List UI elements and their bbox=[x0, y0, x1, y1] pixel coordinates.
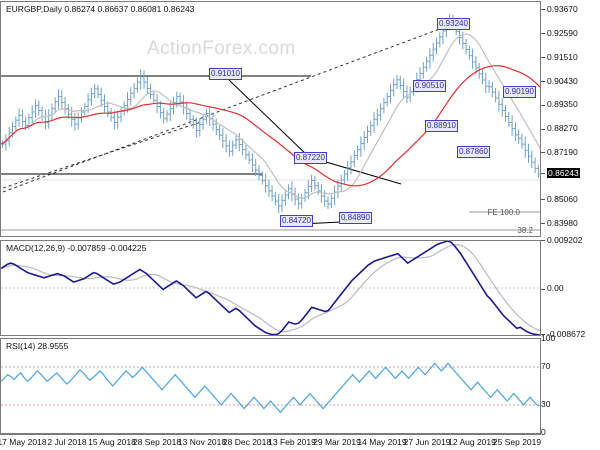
price-panel[interactable] bbox=[0, 1, 541, 237]
tick-dash bbox=[541, 173, 545, 175]
rsi-tick-label: 0 bbox=[541, 427, 546, 437]
price-tag-0-84890[interactable]: 0.84890 bbox=[339, 212, 372, 224]
date-tick: 14 May 2019 bbox=[357, 437, 407, 447]
macd-header: MACD(12,26,9) -0.007859 -0.004225 bbox=[6, 243, 147, 253]
macd-plot-area[interactable] bbox=[1, 241, 540, 335]
date-tick: 25 Sep 2019 bbox=[492, 437, 542, 447]
macd-tick-label: -0.008672 bbox=[547, 329, 586, 339]
rsi-tick: 30 bbox=[541, 399, 550, 409]
tick-dash bbox=[541, 104, 545, 106]
macd-tick-label: 0.009202 bbox=[547, 235, 583, 245]
date-axis-line bbox=[0, 434, 541, 435]
macd-tick: 0.00 bbox=[541, 283, 564, 293]
rsi-tick-label: 70 bbox=[541, 361, 551, 372]
date-tick: 28 Sep 2018 bbox=[132, 437, 182, 447]
tick-dash bbox=[541, 240, 545, 242]
macd-chart-svg bbox=[1, 241, 540, 335]
date-tick: 15 Aug 2018 bbox=[88, 437, 136, 447]
price-tick-label: 0.87190 bbox=[547, 147, 578, 158]
date-tick: 27 Jun 2019 bbox=[403, 437, 451, 447]
tick-dash bbox=[541, 152, 545, 154]
price-header: EURGBP,Daily 0.86274 0.86637 0.86081 0.8… bbox=[6, 4, 195, 14]
rsi-main-line bbox=[1, 362, 540, 414]
fib-annotation-38-2: 38.2 bbox=[517, 226, 533, 235]
watermark: ActionForex.com bbox=[147, 38, 296, 59]
rsi-chart-svg bbox=[1, 362, 540, 414]
price-tick: 0.83980 bbox=[541, 218, 578, 228]
date-tick: 12 Aug 2019 bbox=[448, 437, 496, 447]
ma-fast-line bbox=[1, 33, 540, 199]
price-tick-label: 0.83980 bbox=[547, 218, 578, 229]
price-tick: 0.92590 bbox=[541, 28, 578, 38]
date-tick: 29 Mar 2019 bbox=[313, 437, 361, 447]
rsi-plot-area[interactable] bbox=[1, 339, 540, 433]
price-tick-label: 0.85060 bbox=[547, 194, 578, 205]
macd-main-line bbox=[1, 241, 540, 335]
macd-tick-label: 0.00 bbox=[547, 283, 564, 294]
date-tick: 13 Feb 2019 bbox=[268, 437, 316, 447]
price-tick: 0.88270 bbox=[541, 123, 578, 133]
price-tag-0-84720[interactable]: 0.84720 bbox=[280, 215, 313, 227]
date-axis[interactable]: 17 May 2018 2 Jul 2018 15 Aug 2018 28 Sep 2… bbox=[0, 434, 600, 450]
date-tick: 17 May 2018 bbox=[0, 437, 47, 447]
date-tick: 28 Dec 2018 bbox=[222, 437, 272, 447]
rsi-tick: 70 bbox=[541, 361, 550, 371]
macd-panel[interactable] bbox=[0, 240, 541, 336]
tick-dash bbox=[541, 56, 545, 58]
fib-annotation-fe-100-0: FE 100.0 bbox=[487, 208, 520, 217]
tick-dash bbox=[541, 80, 545, 82]
price-tag-0-93240[interactable]: 0.93240 bbox=[437, 18, 470, 30]
rising-dashed-trendline bbox=[2, 23, 454, 193]
tick-dash bbox=[541, 33, 545, 35]
macd-tick: -0.008672 bbox=[541, 329, 585, 339]
price-tick: 0.91510 bbox=[541, 52, 578, 62]
descending-trendline-upper bbox=[228, 79, 310, 158]
price-tick: 0.87190 bbox=[541, 147, 578, 157]
macd-tick: 0.009202 bbox=[541, 235, 582, 245]
rsi-tick: 0 bbox=[541, 427, 546, 437]
price-tag-0-90190[interactable]: 0.90190 bbox=[503, 86, 536, 98]
rsi-header: RSI(14) 28.9555 bbox=[6, 341, 69, 351]
macd-signal-line bbox=[1, 243, 540, 333]
price-tick: 0.93670 bbox=[541, 4, 578, 14]
right-price-scale[interactable]: 0.93670 0.92590 0.91510 0.90430 0.89350 0.882… bbox=[541, 1, 600, 437]
tick-dash bbox=[541, 9, 545, 11]
tick-dash bbox=[541, 223, 545, 225]
price-tag-0-87860[interactable]: 0.87860 bbox=[457, 146, 490, 158]
rsi-tick: 100 bbox=[541, 333, 555, 343]
date-tick: 13 Nov 2018 bbox=[177, 437, 227, 447]
price-tick-label: 0.92590 bbox=[547, 27, 578, 38]
price-tag-0-87220[interactable]: 0.87220 bbox=[294, 152, 327, 164]
current-price-label: 0.86243 bbox=[547, 168, 580, 179]
ma-slow-line bbox=[1, 65, 540, 187]
price-tick: 0.90430 bbox=[541, 76, 578, 86]
date-tick: 2 Jul 2018 bbox=[47, 437, 87, 447]
price-tick-label: 0.88270 bbox=[547, 123, 578, 134]
tick-dash bbox=[541, 128, 545, 130]
rsi-tick-label: 30 bbox=[541, 398, 551, 409]
tick-dash bbox=[541, 334, 545, 336]
price-tick-label: 0.90430 bbox=[547, 75, 578, 86]
price-tick-label: 0.93670 bbox=[547, 3, 578, 14]
price-tag-0-91010[interactable]: 0.91010 bbox=[209, 68, 242, 80]
current-price-tick: 0.86243 bbox=[541, 168, 580, 179]
price-tag-0-88910[interactable]: 0.88910 bbox=[425, 120, 458, 132]
rsi-tick-label: 100 bbox=[541, 333, 556, 343]
tick-dash bbox=[541, 199, 545, 201]
tick-dash bbox=[541, 288, 545, 290]
price-tick-label: 0.89350 bbox=[547, 99, 578, 110]
price-tick: 0.89350 bbox=[541, 99, 578, 109]
falling-dashed-trendline bbox=[2, 121, 202, 189]
price-tick-label: 0.91510 bbox=[547, 51, 578, 62]
price-tag-0-90510[interactable]: 0.90510 bbox=[413, 80, 446, 92]
price-tick: 0.85060 bbox=[541, 194, 578, 204]
rsi-panel[interactable] bbox=[0, 338, 541, 434]
